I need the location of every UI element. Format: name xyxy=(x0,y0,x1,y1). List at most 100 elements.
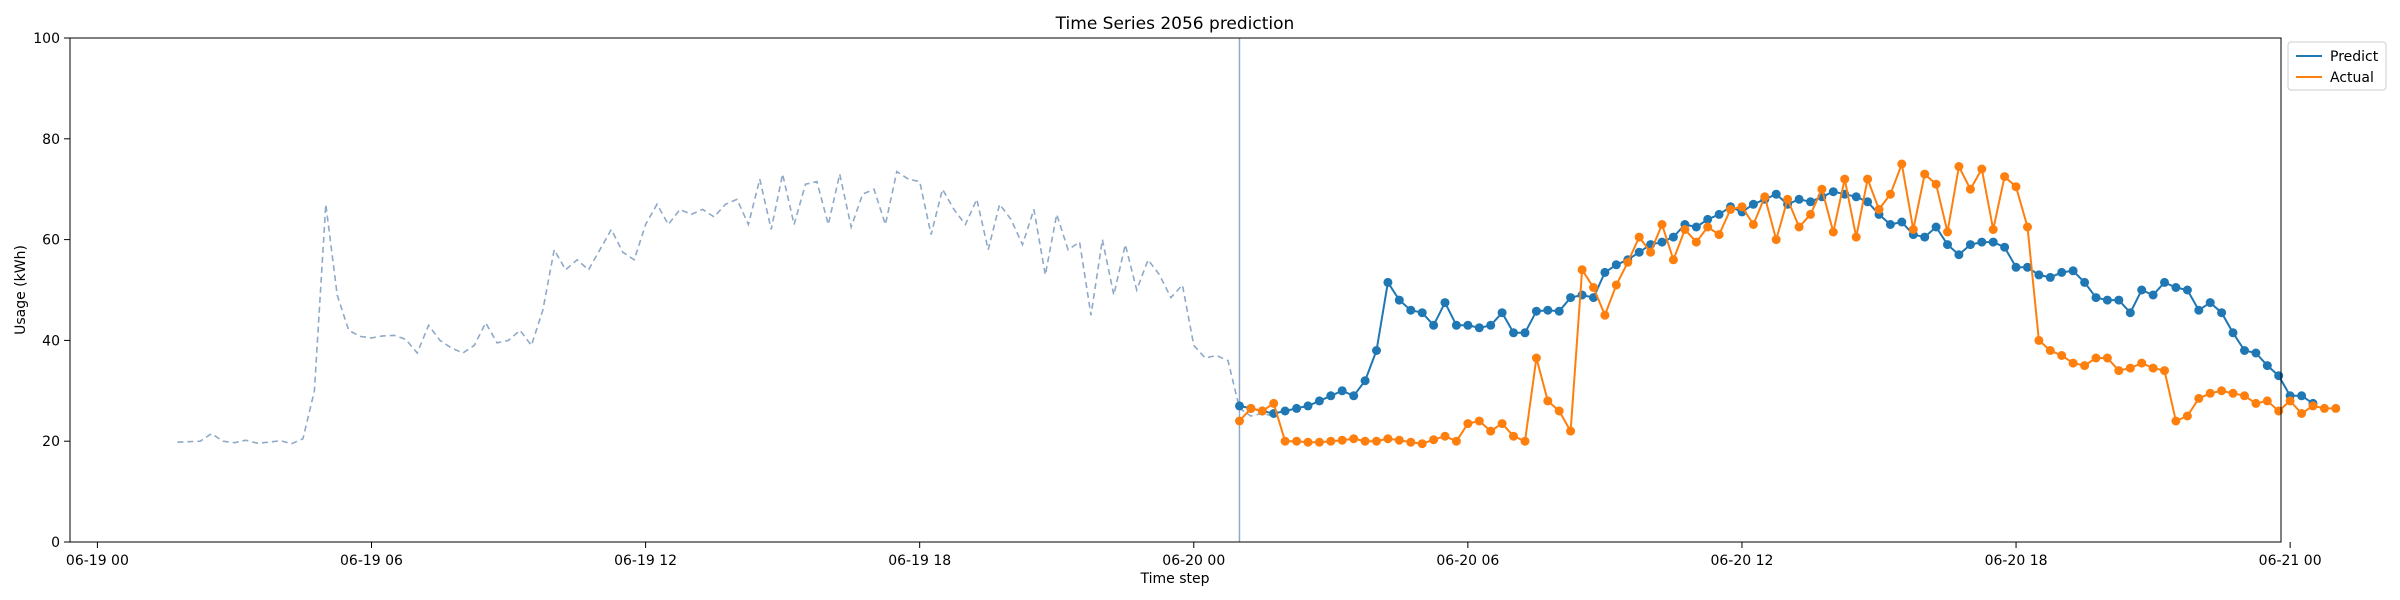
point-actual xyxy=(1543,396,1553,406)
point-actual xyxy=(1885,189,1895,199)
point-predict xyxy=(1372,346,1381,355)
point-predict xyxy=(2137,285,2147,295)
point-actual xyxy=(1771,235,1781,245)
point-actual xyxy=(2160,366,2169,376)
point-actual xyxy=(2011,182,2021,192)
x-tick-label: 06-19 06 xyxy=(340,553,403,569)
point-predict xyxy=(2205,298,2215,308)
y-tick-label: 60 xyxy=(42,233,60,249)
point-predict xyxy=(1828,187,1838,197)
point-predict xyxy=(1600,267,1610,277)
point-predict xyxy=(1509,328,1518,338)
point-actual xyxy=(2102,353,2112,363)
legend[interactable]: Predict Actual xyxy=(2287,41,2387,91)
y-axis-label: Usage (kWh) xyxy=(13,245,29,335)
point-actual xyxy=(1954,162,1964,171)
point-actual xyxy=(1897,159,1907,169)
point-actual xyxy=(1531,353,1541,363)
point-actual xyxy=(1429,435,1439,445)
point-predict xyxy=(1235,401,1244,411)
point-actual xyxy=(2034,335,2044,345)
point-actual xyxy=(1326,436,1336,446)
point-actual xyxy=(2297,409,2307,418)
point-actual xyxy=(1965,184,1975,194)
legend-label-predict: Predict xyxy=(2330,49,2379,65)
point-actual xyxy=(1691,237,1701,247)
point-actual xyxy=(1257,406,1267,416)
point-actual xyxy=(1303,437,1313,447)
point-predict xyxy=(1314,396,1324,406)
x-tick-label: 06-20 06 xyxy=(1436,553,1499,569)
point-actual xyxy=(2228,388,2238,398)
point-predict xyxy=(2000,242,2010,252)
point-actual xyxy=(2080,361,2090,371)
point-predict xyxy=(2034,270,2044,280)
point-predict xyxy=(1531,306,1541,316)
point-actual xyxy=(2068,358,2078,368)
point-actual xyxy=(1817,184,1827,194)
point-predict xyxy=(1657,237,1667,247)
x-tick-label: 06-19 00 xyxy=(66,553,129,569)
point-actual xyxy=(1314,437,1324,447)
point-predict xyxy=(1520,328,1530,338)
point-predict xyxy=(1851,192,1861,202)
point-actual xyxy=(1920,169,1930,179)
data-marks xyxy=(177,159,2341,449)
point-actual xyxy=(2251,398,2261,408)
point-actual xyxy=(1908,225,1918,234)
x-tick-label: 06-20 12 xyxy=(1710,553,1773,569)
point-actual xyxy=(1463,419,1473,429)
point-predict xyxy=(1977,237,1987,247)
point-predict xyxy=(1611,260,1621,270)
point-predict xyxy=(1965,240,1975,250)
point-actual xyxy=(2285,396,2295,406)
point-predict xyxy=(1463,320,1473,330)
point-actual xyxy=(1589,283,1598,292)
x-axis-label: Time step xyxy=(1140,571,1210,587)
point-predict xyxy=(1303,401,1313,411)
point-actual xyxy=(1646,247,1656,257)
y-tick-label: 0 xyxy=(51,535,60,551)
point-actual xyxy=(2319,403,2329,413)
point-predict xyxy=(2102,295,2112,305)
point-actual xyxy=(2023,222,2032,232)
point-predict xyxy=(2194,305,2204,315)
point-actual xyxy=(1292,436,1302,446)
point-actual xyxy=(1783,194,1793,204)
point-predict xyxy=(2274,371,2284,381)
point-predict xyxy=(1406,305,1416,315)
point-predict xyxy=(1954,250,1964,260)
point-predict xyxy=(1577,290,1587,300)
point-actual xyxy=(1383,434,1393,444)
point-predict xyxy=(2080,277,2090,287)
point-predict xyxy=(1748,199,1758,209)
point-actual xyxy=(1634,232,1644,242)
point-actual xyxy=(1554,406,1564,416)
point-actual xyxy=(1520,436,1530,446)
point-predict xyxy=(1794,194,1804,204)
point-predict xyxy=(1292,403,1302,413)
point-predict xyxy=(1566,293,1576,303)
point-predict xyxy=(1554,306,1564,316)
point-actual xyxy=(1566,426,1576,436)
history-line xyxy=(177,170,1274,445)
chart-title: Time Series 2056 prediction xyxy=(1055,14,1295,34)
point-actual xyxy=(1246,403,1256,413)
point-actual xyxy=(2205,388,2215,398)
point-actual xyxy=(1577,265,1587,275)
point-actual xyxy=(1394,435,1404,445)
point-actual xyxy=(1417,439,1427,449)
y-tick-label: 40 xyxy=(42,333,60,349)
point-actual xyxy=(1269,398,1279,408)
point-actual xyxy=(2274,406,2284,416)
x-tick-label: 06-20 00 xyxy=(1162,553,1225,569)
x-axis: 06-19 00 06-19 06 06-19 12 06-19 18 06-20 00… xyxy=(66,542,2322,569)
y-tick-label: 80 xyxy=(42,132,60,148)
point-actual xyxy=(2114,366,2124,376)
x-tick-label: 06-19 18 xyxy=(888,553,951,569)
point-predict xyxy=(2045,272,2055,282)
point-actual xyxy=(1474,416,1484,426)
y-tick-label: 20 xyxy=(42,434,60,450)
point-actual xyxy=(1851,232,1861,242)
